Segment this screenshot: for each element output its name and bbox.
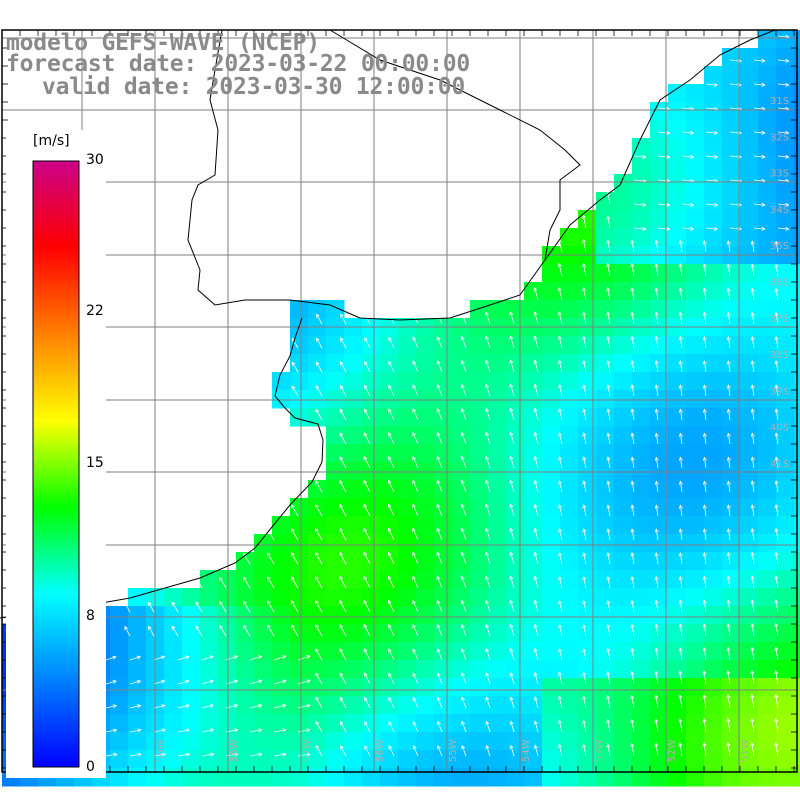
colorbar-gradient <box>32 160 80 768</box>
colorbar-tick-30: 30 <box>86 152 104 168</box>
lat-label: 34S <box>770 205 789 216</box>
latitude-labels: 31S 32S 33S 34S 35S 36S 37S 38S 39S 40S 41S <box>770 96 789 470</box>
colorbar <box>6 130 106 778</box>
lat-label: 38S <box>770 350 789 361</box>
model-title: modelo GEFS-WAVE (NCEP) <box>6 30 320 56</box>
lon-label: 59W <box>156 739 167 762</box>
lat-label: 37S <box>770 314 789 325</box>
lat-lon-grid <box>1 29 797 772</box>
lat-label: 33S <box>770 169 789 180</box>
colorbar-tick-22: 22 <box>86 303 104 319</box>
lat-label: 32S <box>770 132 789 143</box>
lat-label: 41S <box>770 459 789 470</box>
colorbar-unit: [m/s] <box>33 133 70 149</box>
lon-label: 58W <box>229 739 240 762</box>
lon-label: 57W <box>302 739 313 762</box>
lat-label: 40S <box>770 423 789 434</box>
lat-label: 39S <box>770 386 789 397</box>
lon-label: 53W <box>594 739 605 762</box>
lon-label: 52W <box>667 739 678 762</box>
lat-label: 35S <box>770 241 789 252</box>
lon-label: 54W <box>521 739 532 762</box>
coastline <box>0 29 776 619</box>
colorbar-tick-0: 0 <box>86 759 95 775</box>
map-frame <box>1 29 798 773</box>
lat-label: 31S <box>770 96 789 107</box>
colorbar-tick-15: 15 <box>86 455 104 471</box>
lon-label: 55W <box>448 739 459 762</box>
lon-label: 56W <box>375 739 386 762</box>
forecast-date: forecast date: 2023-03-22 00:00:00 <box>6 51 471 77</box>
valid-date: valid date: 2023-03-30 12:00:00 <box>42 74 466 100</box>
colorbar-tick-8: 8 <box>86 608 95 624</box>
lon-label: 51W <box>740 739 751 762</box>
lat-label: 36S <box>770 278 789 289</box>
